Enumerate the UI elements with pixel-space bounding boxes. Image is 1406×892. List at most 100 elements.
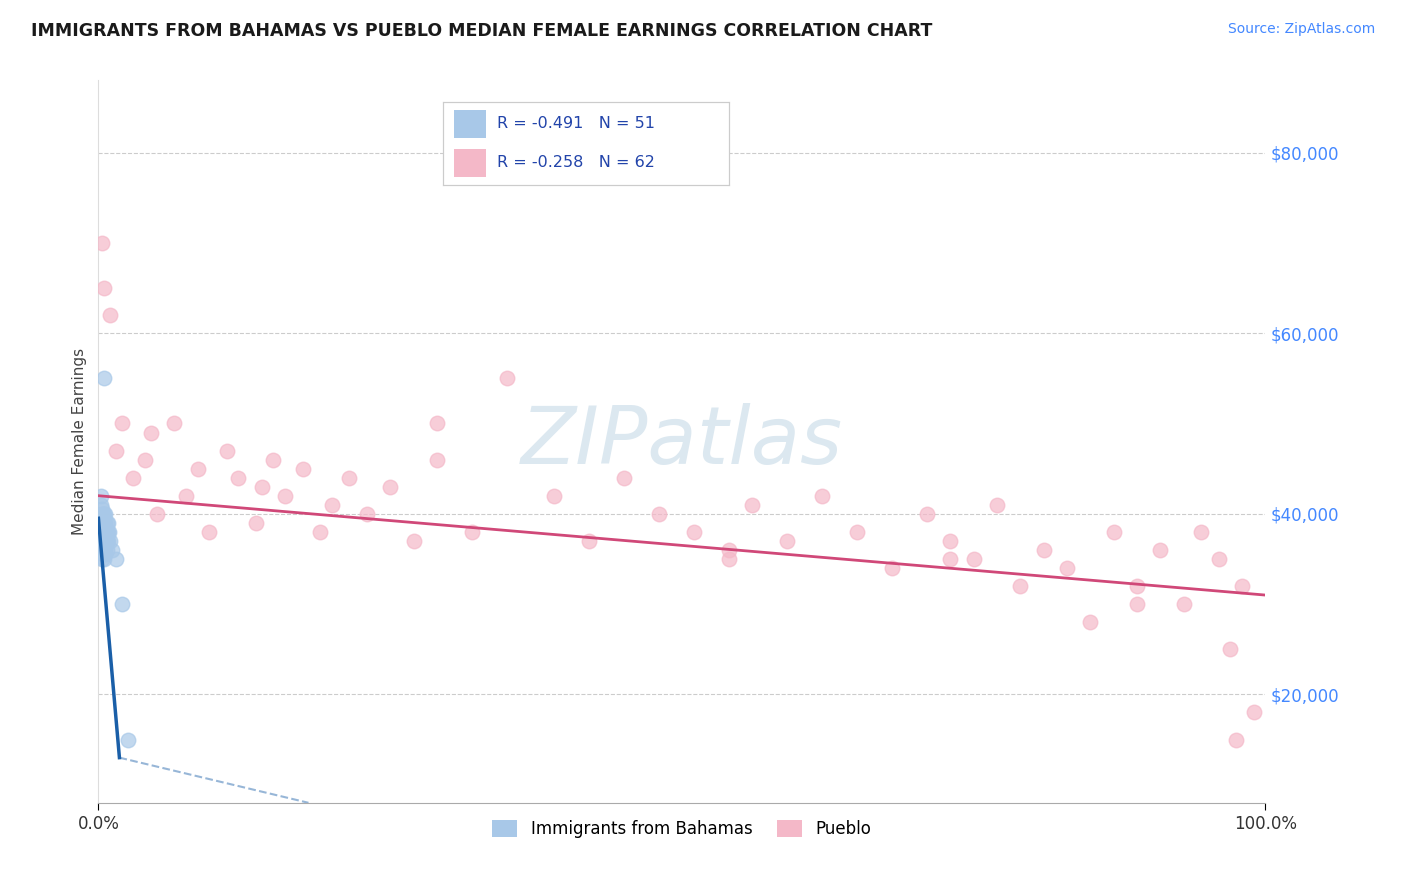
Point	[104, 552, 127, 566]
Point	[90, 489, 112, 503]
Point	[93, 542, 115, 557]
Point	[717, 552, 740, 566]
Point	[146, 507, 169, 521]
Point	[962, 552, 984, 566]
Point	[90, 507, 112, 521]
Point	[111, 597, 134, 611]
Point	[1225, 732, 1247, 747]
Point	[187, 461, 209, 475]
Point	[97, 524, 120, 539]
Point	[94, 524, 117, 539]
Point	[647, 507, 669, 521]
Point	[543, 489, 565, 503]
Point	[250, 480, 273, 494]
Point	[939, 552, 962, 566]
Point	[426, 452, 449, 467]
Point	[309, 524, 332, 539]
Point	[811, 489, 834, 503]
Text: Source: ZipAtlas.com: Source: ZipAtlas.com	[1227, 22, 1375, 37]
Point	[90, 498, 112, 512]
Point	[94, 542, 117, 557]
Point	[1102, 524, 1125, 539]
Point	[96, 529, 118, 543]
Point	[90, 529, 112, 543]
Point	[91, 507, 114, 521]
Point	[90, 542, 112, 557]
Point	[93, 552, 115, 566]
Point	[93, 516, 115, 530]
Point	[717, 542, 740, 557]
Point	[93, 511, 115, 525]
Point	[93, 507, 115, 521]
Point	[1010, 579, 1032, 593]
Point	[915, 507, 938, 521]
Point	[90, 533, 112, 548]
Point	[139, 425, 162, 440]
Point	[262, 452, 284, 467]
Y-axis label: Median Female Earnings: Median Female Earnings	[72, 348, 87, 535]
Point	[98, 533, 121, 548]
Point	[97, 524, 120, 539]
Text: IMMIGRANTS FROM BAHAMAS VS PUEBLO MEDIAN FEMALE EARNINGS CORRELATION CHART: IMMIGRANTS FROM BAHAMAS VS PUEBLO MEDIAN…	[31, 22, 932, 40]
Point	[93, 524, 115, 539]
Point	[90, 502, 112, 516]
Point	[1173, 597, 1195, 611]
Point	[291, 461, 314, 475]
Point	[122, 470, 145, 484]
Point	[91, 516, 114, 530]
Point	[94, 516, 117, 530]
Point	[93, 520, 115, 534]
Point	[93, 538, 115, 552]
Point	[96, 533, 118, 548]
Point	[97, 533, 120, 548]
Point	[356, 507, 378, 521]
Point	[939, 533, 962, 548]
Point	[163, 417, 186, 431]
Point	[90, 552, 112, 566]
Point	[1149, 542, 1171, 557]
Point	[90, 516, 112, 530]
Point	[90, 524, 112, 539]
Point	[96, 524, 118, 539]
Point	[174, 489, 197, 503]
Point	[613, 470, 636, 484]
Text: ZIPatlas: ZIPatlas	[520, 402, 844, 481]
Point	[245, 516, 267, 530]
Point	[1056, 561, 1078, 575]
Point	[97, 516, 120, 530]
Point	[90, 520, 112, 534]
Point	[321, 498, 343, 512]
Point	[101, 542, 124, 557]
Point	[215, 443, 238, 458]
Point	[426, 417, 449, 431]
Point	[93, 529, 115, 543]
Point	[1126, 579, 1149, 593]
Point	[90, 235, 112, 250]
Point	[402, 533, 425, 548]
Point	[94, 533, 117, 548]
Point	[880, 561, 903, 575]
Point	[337, 470, 360, 484]
Point	[94, 507, 117, 521]
Point	[1080, 615, 1102, 630]
Point	[94, 548, 117, 562]
Point	[986, 498, 1008, 512]
Point	[198, 524, 221, 539]
Point	[93, 533, 115, 548]
Point	[1219, 642, 1241, 657]
Point	[1243, 706, 1265, 720]
Point	[91, 548, 114, 562]
Point	[380, 480, 402, 494]
Point	[228, 470, 250, 484]
Point	[117, 732, 139, 747]
Point	[846, 524, 869, 539]
Point	[91, 524, 114, 539]
Point	[91, 542, 114, 557]
Point	[90, 538, 112, 552]
Point	[96, 542, 118, 557]
Legend: Immigrants from Bahamas, Pueblo: Immigrants from Bahamas, Pueblo	[485, 814, 879, 845]
Point	[1126, 597, 1149, 611]
Point	[1230, 579, 1253, 593]
Point	[1189, 524, 1212, 539]
Point	[93, 281, 115, 295]
